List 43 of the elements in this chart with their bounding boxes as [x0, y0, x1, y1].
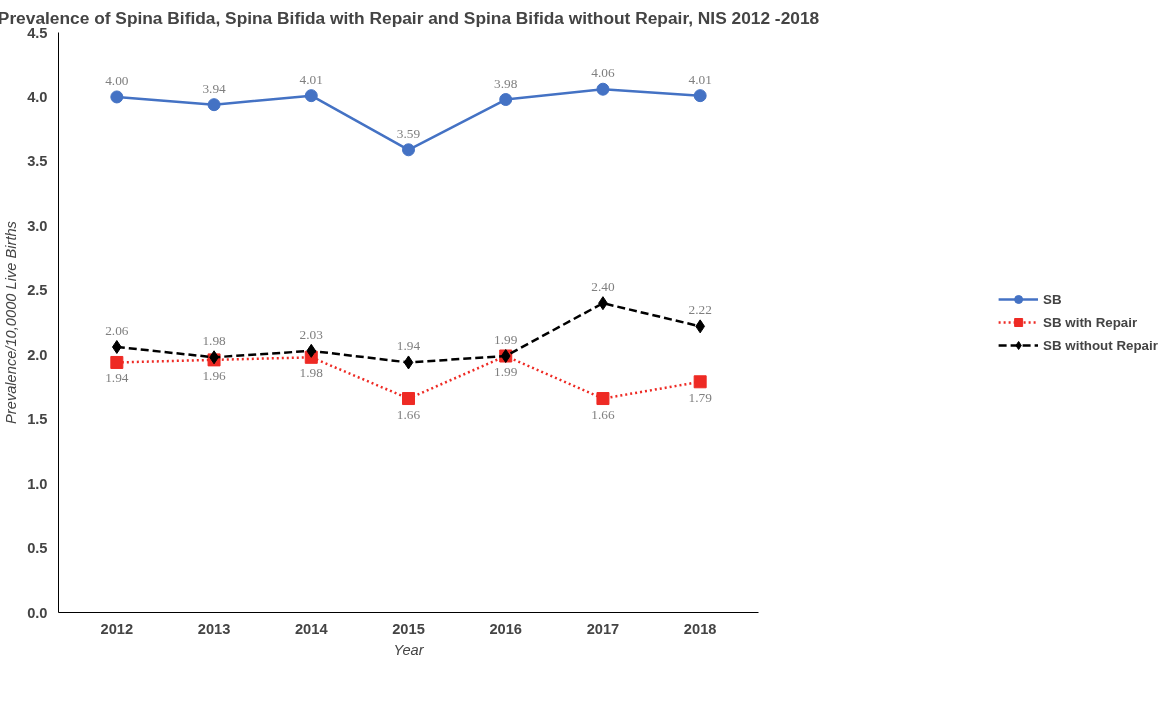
data-label: 1.98	[202, 333, 227, 349]
y-axis-title: Prevalence/10,0000 Live Births	[3, 220, 20, 424]
data-label: 4.06	[591, 65, 615, 81]
data-label: 1.66	[591, 406, 615, 422]
data-label: 3.94	[202, 80, 227, 96]
data-label: 1.99	[494, 332, 518, 348]
x-tick-label: 2014	[294, 620, 329, 637]
data-label: 1.94	[105, 370, 129, 386]
y-tick-label: 0.5	[27, 540, 48, 557]
y-tick-label: 3.5	[27, 153, 48, 170]
legend-label: SB without Repair	[1043, 337, 1158, 353]
data-label: 1.98	[299, 365, 324, 381]
data-label: 3.98	[494, 75, 518, 91]
data-label: 1.79	[688, 389, 713, 405]
y-tick-label: 4.0	[27, 88, 48, 105]
data-label: 2.06	[105, 322, 129, 338]
data-label: 4.00	[105, 72, 129, 88]
data-label: 3.59	[396, 125, 421, 141]
x-tick-label: 2017	[586, 620, 620, 637]
data-label: 1.66	[396, 406, 421, 422]
y-tick-label: 2.0	[27, 346, 48, 363]
y-tick-label: 2.5	[27, 282, 48, 299]
data-label: 2.03	[299, 326, 324, 342]
x-tick-label: 2015	[392, 620, 425, 637]
legend-label: SB with Repair	[1043, 314, 1138, 330]
y-tick-label: 0.0	[27, 604, 48, 621]
x-tick-label: 2013	[197, 620, 231, 637]
data-label: 2.40	[591, 279, 615, 295]
x-axis-title: Year	[393, 641, 425, 658]
x-tick-label: 2012	[100, 620, 134, 637]
y-tick-label: 1.5	[27, 411, 48, 428]
data-label: 1.96	[202, 367, 227, 383]
x-tick-label: 2016	[489, 620, 523, 637]
legend-label: SB	[1043, 291, 1063, 307]
y-tick-label: 1.0	[27, 475, 48, 492]
y-tick-label: 4.5	[27, 24, 48, 41]
data-label: 1.94	[396, 338, 421, 354]
x-tick-label: 2018	[683, 620, 717, 637]
data-label: 1.99	[494, 364, 518, 380]
data-label: 2.22	[688, 302, 712, 318]
data-label: 4.01	[688, 71, 712, 87]
y-tick-label: 3.0	[27, 217, 48, 234]
data-label: 4.01	[299, 71, 323, 87]
